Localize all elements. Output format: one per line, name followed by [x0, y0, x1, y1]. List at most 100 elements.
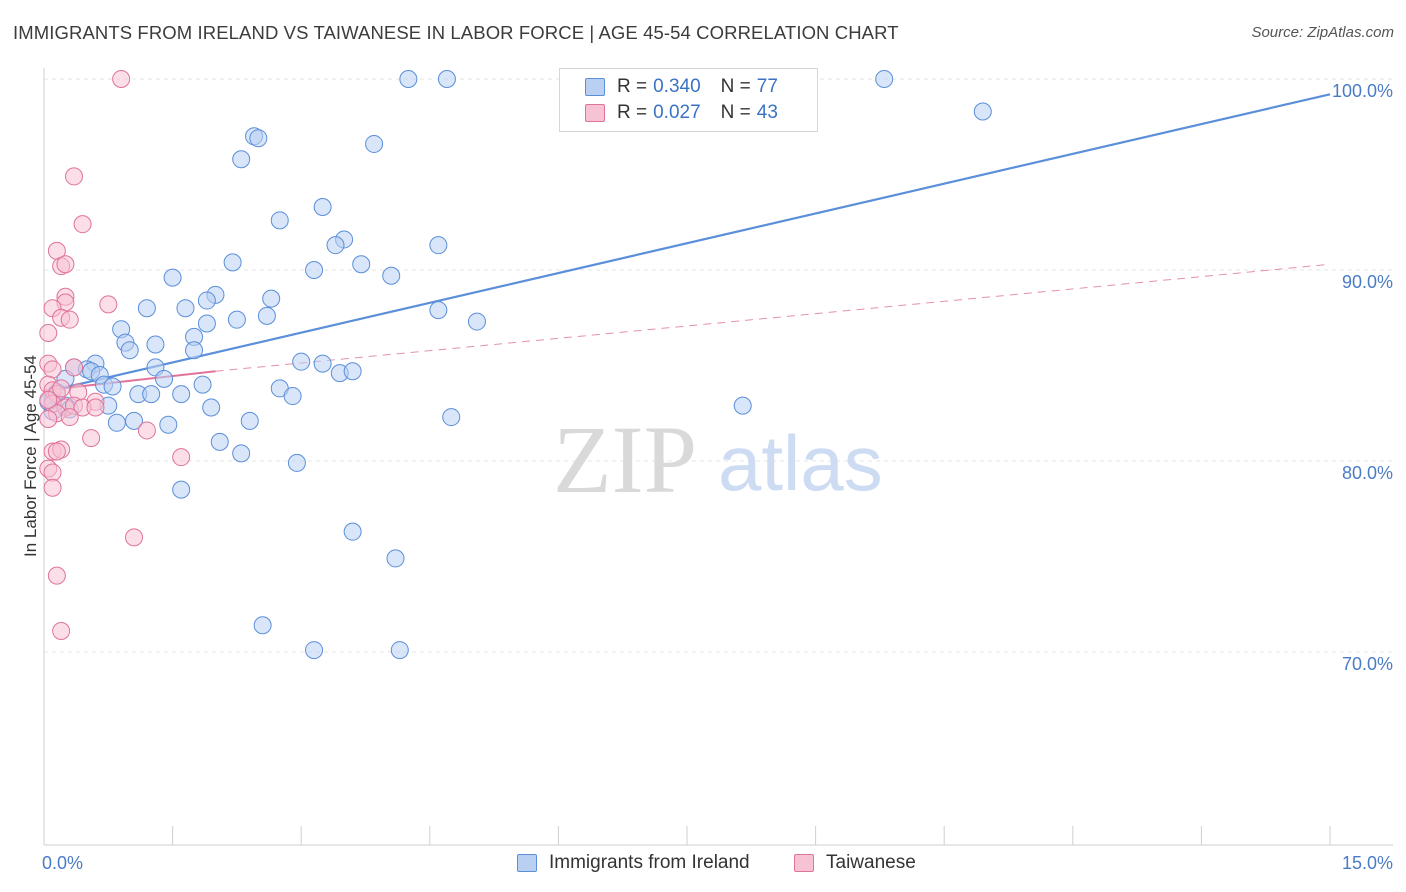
- taiwanese-point: [65, 358, 84, 377]
- taiwanese-point: [112, 70, 131, 88]
- y-tick-label: 100.0%: [1332, 81, 1393, 101]
- ireland-point: [240, 411, 259, 430]
- legend-n-value: 77: [756, 76, 778, 97]
- chart-title: IMMIGRANTS FROM IRELAND VS TAIWANESE IN …: [13, 22, 899, 43]
- ireland-point: [733, 396, 752, 415]
- ireland-point: [227, 310, 246, 329]
- ireland-point: [875, 70, 894, 88]
- ireland-point: [386, 549, 405, 568]
- ireland-point: [125, 411, 144, 430]
- ireland-point: [429, 301, 448, 320]
- ireland-point: [103, 377, 122, 396]
- ireland-point: [172, 385, 191, 404]
- ireland-point: [120, 341, 139, 360]
- legend-r-label: R =: [617, 76, 648, 97]
- ireland-point: [973, 102, 992, 121]
- ireland-trend-line: [43, 93, 1331, 394]
- ireland-point: [202, 398, 221, 417]
- ireland-point: [172, 480, 191, 499]
- taiwanese-point: [56, 255, 75, 274]
- data-points: [39, 70, 992, 660]
- taiwanese-point: [137, 421, 156, 440]
- series-legend-taiwanese[interactable]: Taiwanese: [794, 852, 916, 874]
- x-tick-labels: 0.0% 15.0%: [42, 853, 1393, 873]
- ireland-point: [197, 314, 216, 333]
- taiwanese-point: [47, 566, 66, 585]
- ireland-point: [142, 385, 161, 404]
- source-label: Source: ZipAtlas.com: [1251, 24, 1394, 41]
- ireland-point: [232, 444, 251, 463]
- y-tick-label: 90.0%: [1342, 272, 1393, 292]
- x-ticks: [43, 826, 1331, 845]
- legend-n-label: N =: [720, 76, 751, 97]
- taiwanese-point: [65, 167, 84, 186]
- taiwanese-point: [47, 442, 66, 461]
- taiwanese-point: [82, 429, 101, 448]
- ireland-point: [287, 453, 306, 472]
- ireland-point: [326, 236, 345, 255]
- y-tick-label: 70.0%: [1342, 654, 1393, 674]
- ireland-point: [399, 70, 418, 88]
- legend-r-value: 0.027: [653, 102, 701, 123]
- series-legend-ireland[interactable]: Immigrants from Ireland: [517, 852, 750, 874]
- watermark-atlas: atlas: [718, 419, 883, 507]
- series-swatch-ireland: [517, 854, 537, 872]
- correlation-legend: R = 0.340 N = 77 R = 0.027 N = 43: [559, 68, 818, 132]
- ireland-point: [163, 268, 182, 287]
- ireland-point: [352, 255, 371, 274]
- taiwanese-point: [60, 310, 79, 329]
- ireland-point: [343, 362, 362, 381]
- axes: [43, 68, 1393, 846]
- taiwanese-point: [43, 463, 62, 482]
- x-tick-label: 0.0%: [42, 853, 83, 873]
- taiwanese-point: [39, 390, 58, 409]
- taiwanese-point: [73, 215, 92, 234]
- taiwanese-point: [43, 478, 62, 497]
- ireland-point: [365, 134, 384, 153]
- ireland-point: [305, 641, 324, 660]
- ireland-point: [107, 413, 126, 432]
- ireland-point: [429, 236, 448, 255]
- taiwanese-point: [99, 295, 118, 314]
- taiwanese-point: [86, 398, 105, 417]
- ireland-point: [176, 299, 195, 318]
- taiwanese-point: [125, 528, 144, 547]
- taiwanese-point: [60, 408, 79, 427]
- ireland-point: [146, 335, 165, 354]
- ireland-point: [257, 306, 276, 325]
- series-swatch-taiwanese: [794, 854, 814, 872]
- legend-n-label: N =: [720, 102, 751, 123]
- taiwanese-point: [172, 448, 191, 467]
- ireland-point: [382, 266, 401, 285]
- taiwanese-point: [52, 379, 71, 398]
- y-tick-labels: 100.0% 90.0% 80.0% 70.0%: [1332, 81, 1393, 674]
- legend-n-value: 43: [756, 102, 778, 123]
- ireland-point: [197, 291, 216, 310]
- ireland-point: [283, 387, 302, 406]
- taiwanese-point: [39, 324, 58, 343]
- legend-swatch-taiwanese: [585, 104, 605, 122]
- ireland-point: [137, 299, 156, 318]
- x-tick-label: 15.0%: [1342, 853, 1393, 873]
- series-legend: Immigrants from Ireland Taiwanese: [0, 852, 1406, 878]
- ireland-point: [313, 197, 332, 216]
- taiwanese-point: [43, 360, 62, 379]
- legend-r-value: 0.340: [653, 76, 701, 97]
- ireland-point: [262, 289, 281, 308]
- legend-r-label: R =: [617, 102, 648, 123]
- series-name-taiwanese: Taiwanese: [826, 852, 916, 873]
- ireland-point: [292, 352, 311, 371]
- ireland-point: [442, 408, 461, 427]
- legend-swatch-ireland: [585, 78, 605, 96]
- ireland-point: [159, 415, 178, 434]
- ireland-point: [210, 432, 229, 451]
- watermark-zip: ZIP: [553, 406, 697, 513]
- ireland-point: [193, 375, 212, 394]
- ireland-point: [390, 641, 409, 660]
- y-axis-label: In Labor Force | Age 45-54: [21, 355, 40, 557]
- y-tick-label: 80.0%: [1342, 463, 1393, 483]
- series-name-ireland: Immigrants from Ireland: [549, 852, 750, 873]
- taiwanese-point: [52, 621, 71, 640]
- taiwanese-point: [39, 409, 58, 428]
- taiwanese-trend-extension: [215, 263, 1331, 372]
